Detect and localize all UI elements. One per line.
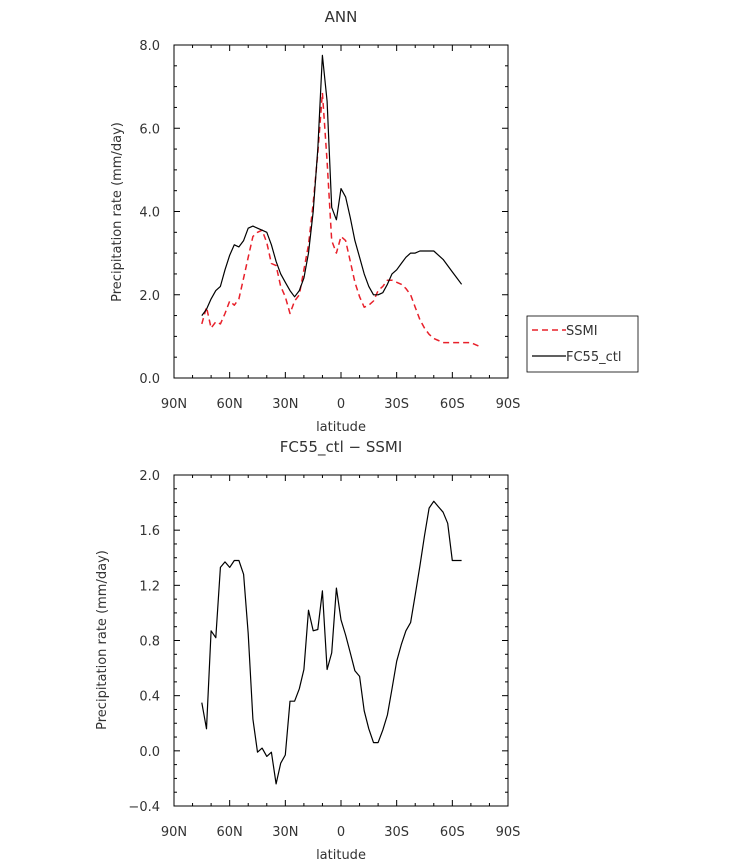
- bottom-plot-frame: [173, 474, 509, 807]
- x-tick-label: 90N: [161, 825, 187, 840]
- x-tick-label: 90S: [496, 397, 521, 412]
- x-tick-label: 30N: [272, 825, 298, 840]
- x-tick-label: 60S: [440, 825, 465, 840]
- y-tick-label: 2.0: [139, 289, 160, 304]
- x-tick-label: 30S: [384, 825, 409, 840]
- top-series-lines: [201, 54, 481, 348]
- y-tick-label: 1.2: [139, 579, 160, 594]
- bottom-y-axis-label: Precipitation rate (mm/day): [95, 550, 110, 730]
- bottom-series-lines: [201, 500, 462, 785]
- top-y-axis-label: Precipitation rate (mm/day): [110, 122, 125, 302]
- bottom-chart-title: FC55_ctl − SSMI: [280, 438, 403, 457]
- top-panel: ANN 0.02.04.06.08.0 90N 60N 30N 0 30S 60S 90S …: [110, 8, 639, 435]
- legend-box: [526, 315, 639, 373]
- bottom-axis-ticks: [173, 474, 509, 807]
- x-tick-label: 90N: [161, 397, 187, 412]
- legend-label-ssmi: SSMI: [566, 324, 598, 339]
- bottom-x-axis-label: latitude: [316, 848, 366, 863]
- x-tick-label: 60N: [217, 397, 243, 412]
- y-tick-label: 2.0: [139, 469, 160, 484]
- y-tick-label: 1.6: [139, 524, 160, 539]
- series-line-fc55-ctl: [201, 54, 463, 316]
- legend: SSMI FC55_ctl: [526, 315, 639, 373]
- series-line-fc55-ctl-ssmi: [201, 500, 462, 785]
- x-tick-label: 60N: [217, 825, 243, 840]
- y-tick-label: 0.0: [139, 372, 160, 387]
- top-x-tick-labels: 90N 60N 30N 0 30S 60S 90S: [161, 397, 521, 412]
- top-axis-ticks: [173, 44, 509, 379]
- series-line-ssmi: [201, 92, 481, 348]
- bottom-panel: FC55_ctl − SSMI −0.4 0.0 0.4 0.8 1.2 1.6 2.0 9…: [95, 438, 520, 863]
- x-tick-label: 0: [337, 825, 345, 840]
- y-tick-label: 0.4: [139, 690, 160, 705]
- x-tick-label: 0: [337, 397, 345, 412]
- y-tick-label: −0.4: [128, 800, 160, 815]
- legend-label-fc55-ctl: FC55_ctl: [566, 350, 621, 365]
- bottom-x-tick-labels: 90N 60N 30N 0 30S 60S 90S: [161, 825, 521, 840]
- top-x-axis-label: latitude: [316, 420, 366, 435]
- y-tick-label: 0.0: [139, 745, 160, 760]
- y-tick-label: 8.0: [139, 39, 160, 54]
- bottom-y-tick-labels: −0.4 0.0 0.4 0.8 1.2 1.6 2.0: [128, 469, 160, 815]
- top-chart-title: ANN: [325, 8, 358, 26]
- y-tick-label: 0.8: [139, 635, 160, 650]
- x-tick-label: 30S: [384, 397, 409, 412]
- top-plot-frame: [173, 44, 509, 379]
- x-tick-label: 60S: [440, 397, 465, 412]
- y-tick-label: 4.0: [139, 206, 160, 221]
- x-tick-label: 30N: [272, 397, 298, 412]
- y-tick-label: 6.0: [139, 122, 160, 137]
- x-tick-label: 90S: [496, 825, 521, 840]
- top-y-tick-labels: 0.0 2.0 4.0 6.0 8.0: [139, 39, 160, 387]
